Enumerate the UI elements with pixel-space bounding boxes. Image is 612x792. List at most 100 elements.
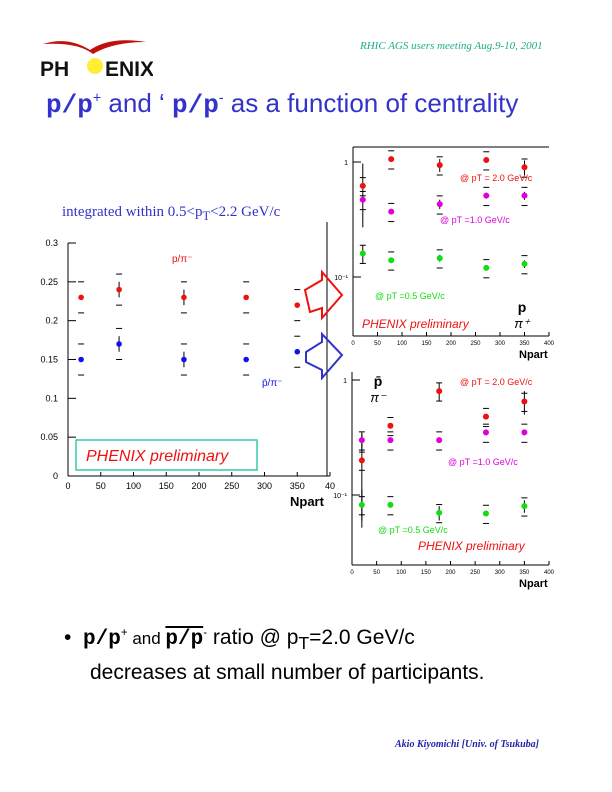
y-tick-label: 1 (343, 378, 347, 385)
data-point (483, 192, 490, 199)
title-sup1: + (92, 90, 102, 107)
y-tick-label: 1 (344, 160, 348, 167)
y-tick-label: 0.3 (45, 238, 58, 248)
author: Akio Kiyomichi [Univ. of Tsukuba] (395, 739, 539, 750)
data-point (388, 208, 395, 215)
bullet-rest2: =2.0 GeV/c (309, 626, 415, 649)
data-point (116, 341, 122, 347)
meeting-info: RHIC AGS users meeting Aug.9-10, 2001 (360, 40, 543, 52)
ratio-numerator: p (518, 299, 527, 315)
data-point (78, 356, 84, 363)
bullet-ratio1: p/p (83, 628, 121, 651)
watermark: PHENIX preliminary (362, 317, 470, 331)
title-sup2: - (218, 90, 224, 107)
data-point (482, 429, 489, 436)
title-rest: as a function of centrality (223, 88, 519, 118)
data-point (387, 501, 394, 508)
x-tick-label: 350 (290, 481, 305, 491)
bullet-point: • p/p+ and p/p- ratio @ pT=2.0 GeV/c dec… (64, 618, 485, 688)
data-point (436, 509, 443, 516)
y-tick-label: 0.25 (40, 277, 58, 287)
data-point (436, 255, 443, 262)
bullet-rest: ratio @ p (207, 626, 299, 649)
x-tick-label: 150 (421, 570, 432, 576)
data-point (294, 302, 301, 308)
red-arrow-icon (303, 269, 344, 321)
data-point (359, 182, 366, 189)
title-quote: ‘ (159, 88, 172, 118)
y-tick-label: 0 (53, 471, 58, 481)
data-point (521, 260, 528, 267)
x-tick-label: 300 (495, 341, 506, 347)
series-label: @ pT =1.0 GeV/c (440, 215, 510, 225)
ratio-denominator: π⁻ (370, 390, 387, 405)
x-tick-label: 100 (126, 481, 141, 491)
x-axis-label: Npart (519, 349, 548, 361)
note-part1: integrated within 0.5<p (62, 204, 203, 220)
data-point (521, 429, 528, 436)
x-tick-label: 200 (445, 570, 456, 576)
x-tick-label: 250 (470, 341, 481, 347)
data-point (521, 164, 528, 171)
data-point (483, 264, 490, 271)
x-tick-label: 50 (96, 481, 106, 491)
x-axis-label: Npart (519, 578, 548, 590)
bullet-symbol: • (64, 626, 72, 649)
x-tick-label: 300 (257, 481, 272, 491)
data-point (482, 413, 489, 420)
data-point (483, 157, 490, 164)
data-point (388, 257, 395, 264)
y-tick-label: 10⁻¹ (334, 275, 348, 282)
x-tick-label: 200 (191, 481, 206, 491)
integration-note: integrated within 0.5<pT<2.2 GeV/c (62, 204, 280, 224)
x-tick-label: 250 (470, 570, 481, 576)
bullet-sup1: + (120, 627, 128, 639)
page-title: p/p+ and ‘ p/p- as a function of central… (46, 88, 518, 120)
x-tick-label: 400 (544, 570, 555, 576)
ratio-denominator: π⁺ (514, 316, 531, 331)
x-tick-label: 300 (495, 570, 506, 576)
series-label: @ pT =0.5 GeV/c (378, 525, 448, 535)
data-point (181, 356, 187, 363)
blue-arrow-icon (305, 331, 344, 381)
data-point (358, 457, 365, 464)
data-point (358, 437, 365, 444)
x-tick-label: 350 (519, 570, 530, 576)
x-tick-label: 100 (397, 341, 408, 347)
data-point (359, 196, 366, 203)
watermark-box (75, 439, 258, 471)
bullet-line2: decreases at small number of participant… (90, 661, 485, 685)
data-point (482, 510, 489, 517)
x-tick-label: 200 (446, 341, 457, 347)
data-point (521, 398, 528, 405)
data-point (358, 501, 365, 508)
data-point (388, 156, 395, 163)
x-tick-label: 0 (65, 481, 70, 491)
x-tick-label: 50 (374, 341, 381, 347)
x-tick-label: 250 (224, 481, 239, 491)
data-point (436, 437, 443, 444)
data-point (181, 294, 187, 301)
title-ratio2: p/p (172, 90, 219, 120)
y-tick-label: 0.15 (40, 355, 58, 365)
y-tick-label: 10⁻¹ (333, 493, 347, 500)
data-point (436, 388, 443, 395)
svg-text:ENIX: ENIX (105, 58, 153, 80)
series-label: p̄/π⁻ (262, 378, 283, 389)
x-tick-label: 100 (396, 570, 407, 576)
series-label: @ pT =1.0 GeV/c (448, 457, 518, 467)
title-and: and (101, 88, 159, 118)
series-label: @ pT = 2.0 GeV/c (460, 377, 533, 387)
x-tick-label: 150 (421, 341, 432, 347)
series-label: @ pT =0.5 GeV/c (375, 291, 445, 301)
series-label: @ pT = 2.0 GeV/c (460, 173, 533, 183)
y-tick-label: 0.05 (40, 432, 58, 442)
x-tick-label: 0 (350, 570, 354, 576)
data-point (243, 294, 249, 301)
data-point (436, 201, 443, 208)
data-point (521, 192, 528, 199)
data-point (436, 162, 443, 169)
data-point (294, 348, 301, 355)
